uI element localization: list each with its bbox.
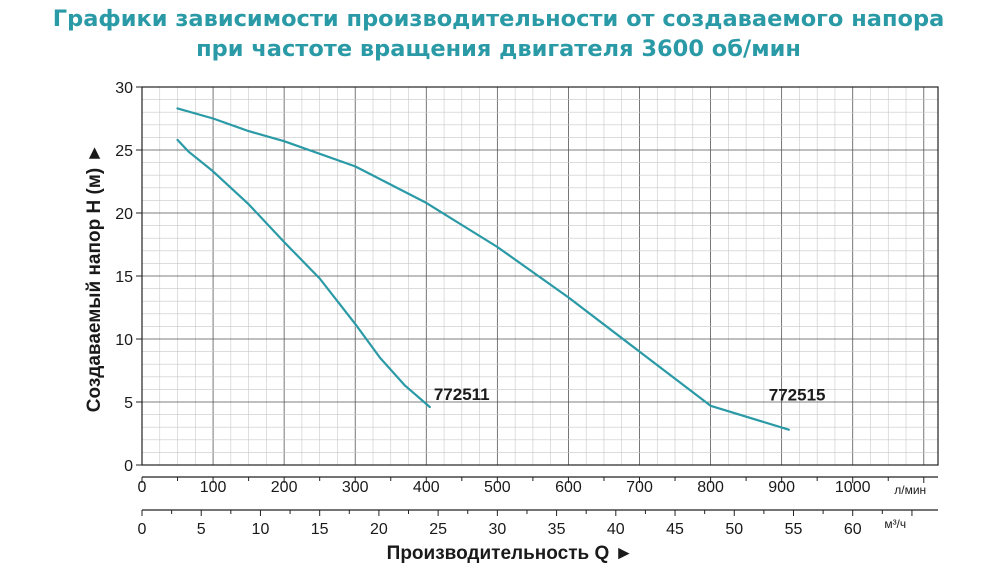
x-tick-label-m3h: 30 xyxy=(488,521,506,538)
x-tick-label-lmin: 200 xyxy=(271,479,298,496)
chart-title-line2: при частоте вращения двигателя 3600 об/м… xyxy=(196,36,801,62)
x-tick-label-lmin: 700 xyxy=(626,479,653,496)
x-tick-label-lmin: 300 xyxy=(342,479,369,496)
x-tick-label-lmin: 400 xyxy=(413,479,440,496)
y-tick-label: 25 xyxy=(115,143,133,160)
y-tick-label: 15 xyxy=(115,269,133,286)
series-lines: 772511 772515 xyxy=(176,107,826,431)
series-label-772511: 772511 xyxy=(434,385,490,404)
x-tick-label-m3h: 20 xyxy=(370,521,388,538)
x-tick-label-m3h: 60 xyxy=(844,521,862,538)
x-tick-label-m3h: 0 xyxy=(138,521,147,538)
y-tick-label: 0 xyxy=(124,458,133,475)
x-axis-lmin-unit: л/мин xyxy=(894,483,926,497)
y-tick-label: 5 xyxy=(124,395,133,412)
x-tick-label-m3h: 10 xyxy=(252,521,270,538)
x-tick-label-lmin: 800 xyxy=(697,479,724,496)
y-tick-label: 20 xyxy=(115,206,133,223)
chart-title-line1: Графики зависимости производительности о… xyxy=(52,6,945,32)
x-tick-label-lmin: 900 xyxy=(768,479,795,496)
x-tick-label-lmin: 500 xyxy=(484,479,511,496)
x-axis-m3h: 0 5 10 15 20 25 30 35 40 45 50 55 60 xyxy=(138,509,938,538)
grid xyxy=(141,86,938,466)
chart-title: Графики зависимости производительности о… xyxy=(0,4,997,64)
x-tick-label-lmin: 0 xyxy=(138,479,147,496)
x-tick-label-lmin: 1000 xyxy=(835,479,871,496)
series-line-772515 xyxy=(176,107,790,431)
x-tick-label-m3h: 15 xyxy=(311,521,329,538)
series-line-772511 xyxy=(176,138,431,409)
x-tick-label-lmin: 600 xyxy=(555,479,582,496)
x-tick-label-m3h: 5 xyxy=(197,521,206,538)
x-axis-lmin: 0 100 200 300 400 500 600 700 800 900 1000 xyxy=(138,476,938,496)
x-tick-label-m3h: 55 xyxy=(785,521,803,538)
x-tick-label-m3h: 50 xyxy=(725,521,743,538)
x-tick-label-m3h: 45 xyxy=(666,521,684,538)
x-tick-label-m3h: 40 xyxy=(607,521,625,538)
x-tick-label-m3h: 25 xyxy=(429,521,447,538)
y-tick-label: 10 xyxy=(115,332,133,349)
x-tick-label-m3h: 35 xyxy=(548,521,566,538)
series-label-772515: 772515 xyxy=(769,386,826,405)
x-axis-title: Производительность Q ► xyxy=(387,543,634,564)
x-tick-label-lmin: 100 xyxy=(200,479,227,496)
y-axis-title: Создаваемый напор H (м) ► xyxy=(84,144,105,413)
y-tick-label: 30 xyxy=(115,80,133,97)
y-axis-ticks: 0 5 10 15 20 25 30 xyxy=(115,80,142,475)
x-axis-m3h-unit: м³/ч xyxy=(884,517,906,531)
